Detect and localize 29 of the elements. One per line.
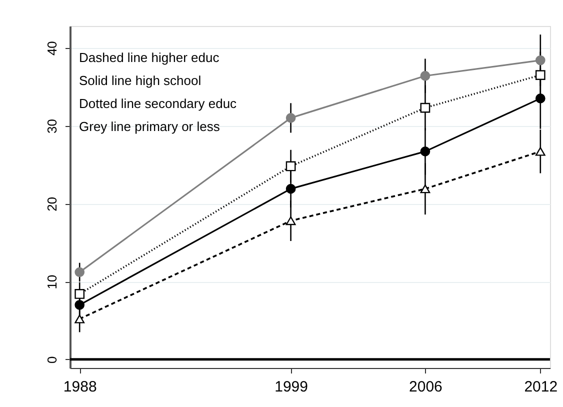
x-tick-label: 2006	[409, 378, 442, 396]
point	[420, 184, 430, 194]
point	[420, 70, 430, 81]
point	[420, 102, 430, 113]
point	[535, 70, 546, 80]
annotation: Grey line primary or less	[79, 119, 220, 134]
point	[286, 113, 296, 123]
y-tick-label: 0	[44, 356, 60, 364]
x-tick-label: 2012	[524, 378, 558, 396]
annotation: Dotted line secondary educ	[79, 96, 238, 111]
point	[74, 289, 85, 299]
y-tick-label: 30	[44, 118, 60, 134]
y-tick-label: 20	[44, 196, 60, 212]
y-tick-label: 10	[44, 274, 60, 290]
annotation: Solid line high school	[79, 73, 202, 88]
point	[74, 267, 85, 278]
point	[420, 146, 430, 156]
y-tick-label: 40	[44, 41, 60, 56]
point	[286, 184, 296, 194]
point	[535, 147, 546, 156]
point	[286, 216, 296, 226]
point	[74, 314, 85, 324]
point	[286, 161, 296, 172]
point	[535, 55, 546, 66]
point	[74, 300, 85, 310]
annotation: Dashed line higher educ	[79, 50, 220, 65]
x-tick-label: 1999	[274, 378, 308, 396]
point	[535, 94, 546, 104]
x-tick-label: 1988	[63, 378, 97, 396]
